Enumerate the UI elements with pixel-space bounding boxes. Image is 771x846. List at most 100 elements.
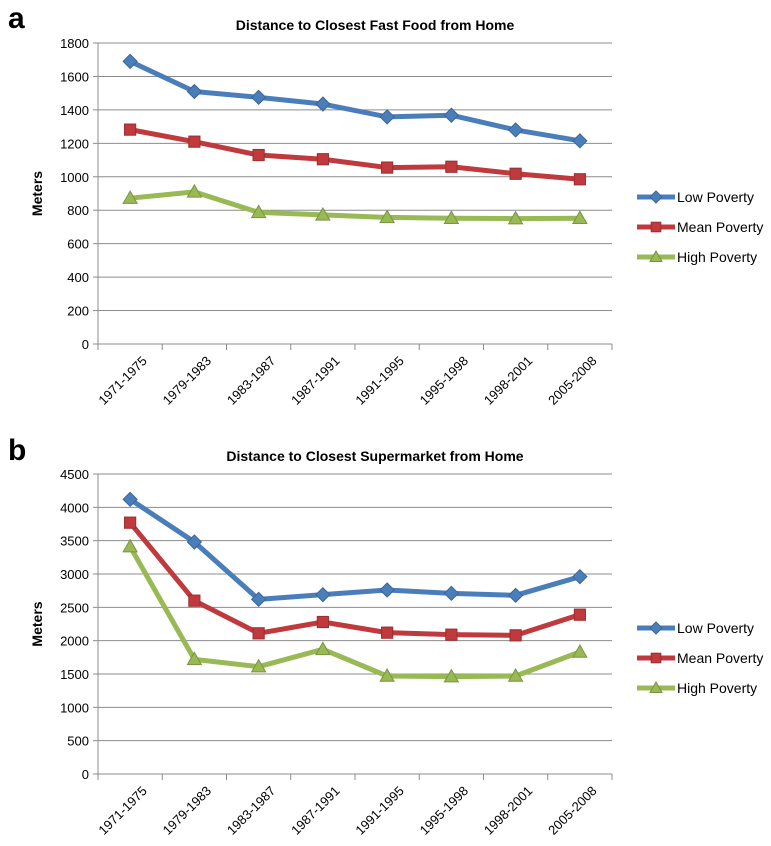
data-point — [316, 153, 329, 166]
data-point — [507, 587, 524, 604]
data-point — [250, 658, 267, 673]
y-axis-label: Meters — [29, 601, 45, 646]
y-tick-label: 1600 — [60, 69, 89, 84]
data-point — [443, 668, 460, 683]
legend-marker — [649, 680, 663, 693]
data-point — [315, 206, 331, 221]
y-tick-label: 4500 — [60, 467, 89, 482]
data-point — [124, 123, 137, 136]
data-point — [572, 210, 588, 224]
data-point — [122, 491, 138, 508]
y-tick-label: 200 — [67, 304, 89, 319]
y-tick-label: 400 — [67, 270, 89, 285]
y-tick-label: 500 — [67, 734, 89, 749]
series-mean-poverty — [124, 516, 586, 642]
series-line — [127, 58, 583, 144]
data-point — [252, 148, 265, 162]
data-point — [572, 643, 588, 658]
supermarket-distance-chart: Distance to Closest Supermarket from Hom… — [29, 448, 763, 838]
data-point — [379, 582, 395, 598]
x-tick-label: 1998-2001 — [481, 353, 536, 408]
y-tick-label: 1800 — [60, 36, 89, 51]
series-low-poverty — [122, 491, 588, 608]
data-point — [445, 628, 458, 641]
y-tick-label: 2000 — [60, 634, 89, 649]
legend-marker — [650, 652, 662, 664]
data-point — [188, 594, 201, 607]
series-line — [127, 189, 583, 222]
x-tick-label: 1987-1991 — [288, 783, 343, 838]
data-point — [379, 209, 395, 224]
y-axis-label: Meters — [29, 171, 45, 216]
data-point — [443, 107, 460, 123]
series-low-poverty — [122, 53, 588, 149]
data-point — [250, 591, 267, 608]
x-tick-label: 1979-1983 — [160, 783, 215, 838]
series-high-poverty — [122, 538, 588, 683]
data-point — [186, 83, 203, 100]
y-tick-label: 1000 — [60, 170, 89, 185]
data-point — [443, 585, 460, 602]
y-tick-label: 1500 — [60, 667, 89, 682]
legend-label: Mean Poverty — [677, 219, 763, 235]
y-tick-label: 1000 — [60, 700, 89, 715]
data-point — [573, 608, 586, 621]
series-high-poverty — [122, 183, 588, 225]
y-tick-label: 3500 — [60, 534, 89, 549]
legend-label: High Poverty — [677, 680, 757, 696]
legend: Low Poverty Mean Poverty High Poverty — [637, 620, 763, 696]
legend-marker — [649, 621, 663, 635]
fast-food-distance-chart: Distance to Closest Fast Food from Home 0… — [29, 17, 763, 408]
y-tick-label: 4000 — [60, 500, 89, 515]
data-point — [188, 135, 201, 148]
y-tick-label: 600 — [67, 237, 89, 252]
x-tick-label: 2005-2008 — [545, 353, 600, 408]
data-point — [186, 534, 203, 550]
x-tick-label: 1971-1975 — [95, 783, 150, 838]
series-line — [127, 520, 583, 638]
data-point — [186, 183, 203, 198]
series-line — [127, 544, 583, 680]
data-point — [379, 667, 395, 682]
x-tick-label: 1995-1998 — [417, 353, 472, 408]
data-point — [315, 96, 331, 112]
x-tick-label: 1991-1995 — [352, 353, 407, 408]
chart-panel-b: b Distance to Closest Supermarket from H… — [0, 430, 771, 846]
data-point — [381, 161, 394, 174]
data-point — [509, 167, 522, 180]
x-tick-label: 1987-1991 — [288, 353, 343, 408]
legend-label: Mean Poverty — [677, 650, 763, 666]
y-tick-label: 3000 — [60, 567, 89, 582]
chart-title: Distance to Closest Supermarket from Hom… — [226, 448, 523, 464]
data-point — [443, 210, 460, 224]
legend-marker — [649, 249, 663, 262]
chart-title: Distance to Closest Fast Food from Home — [236, 17, 515, 33]
y-tick-label: 800 — [67, 203, 89, 218]
data-point — [572, 133, 588, 149]
x-tick-label: 1998-2001 — [481, 783, 536, 838]
chart-panel-a: a Distance to Closest Fast Food from Hom… — [8, 2, 763, 408]
data-point — [250, 89, 267, 106]
legend-label: Low Poverty — [677, 620, 754, 636]
legend-label: High Poverty — [677, 249, 757, 265]
data-point — [252, 627, 265, 640]
data-point — [445, 160, 458, 173]
series-line — [127, 496, 583, 602]
x-tick-label: 1995-1998 — [417, 783, 472, 838]
data-point — [507, 210, 524, 225]
data-point — [122, 53, 138, 70]
legend: Low Poverty Mean Poverty High Poverty — [637, 189, 763, 265]
y-tick-label: 2500 — [60, 600, 89, 615]
data-point — [316, 615, 329, 629]
data-point — [250, 204, 267, 219]
series-mean-poverty — [124, 123, 586, 186]
y-tick-label: 1400 — [60, 103, 89, 118]
x-tick-label: 1991-1995 — [352, 783, 407, 838]
data-point — [572, 568, 588, 585]
legend-label: Low Poverty — [677, 189, 754, 205]
panel-label-a: a — [8, 2, 25, 35]
x-tick-label: 2005-2008 — [545, 783, 600, 838]
data-point — [315, 641, 331, 656]
x-tick-label: 1971-1975 — [95, 353, 150, 408]
data-point — [122, 190, 138, 204]
